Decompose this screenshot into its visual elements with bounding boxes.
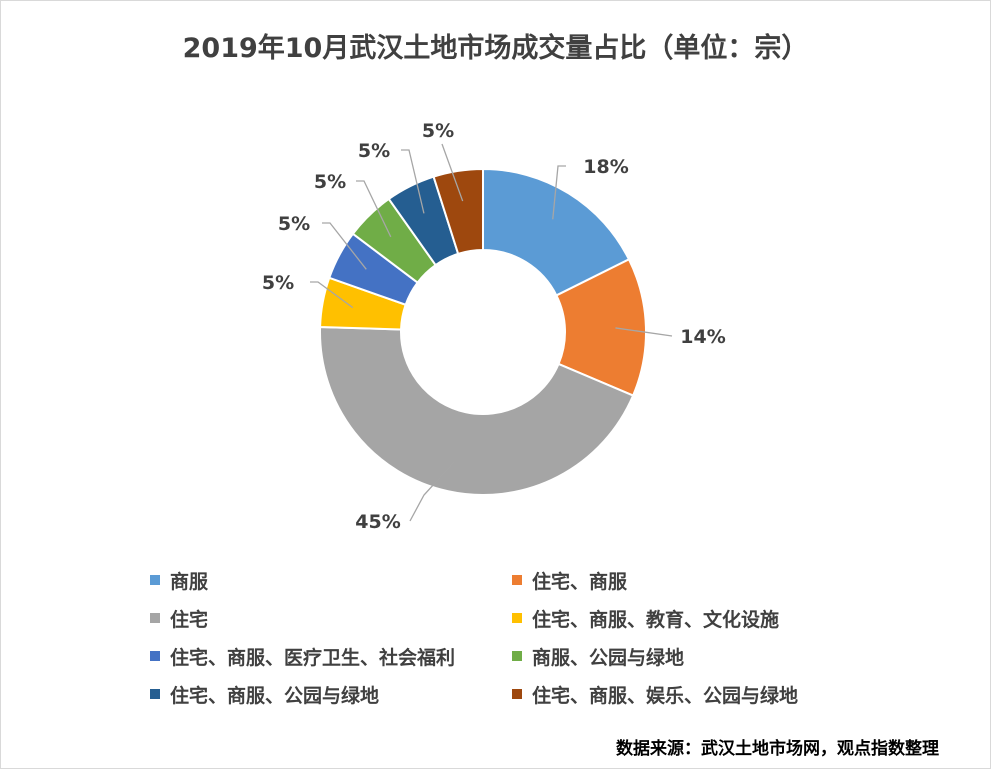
- legend-item-0: 商服: [150, 568, 512, 593]
- legend-swatch: [512, 651, 522, 661]
- legend-label: 住宅、商服、公园与绿地: [170, 684, 380, 707]
- legend-label: 住宅、商服、医疗卫生、社会福利: [170, 646, 456, 669]
- data-label: 5%: [278, 213, 310, 235]
- leader-line: [310, 281, 354, 309]
- legend-label: 住宅、商服、教育、文化设施: [532, 608, 780, 631]
- legend-swatch: [150, 575, 160, 585]
- data-label: 5%: [314, 171, 346, 193]
- data-label: 14%: [680, 326, 725, 348]
- legend-item-5: 商服、公园与绿地: [512, 644, 870, 669]
- leader-line: [441, 143, 464, 202]
- leader-line: [401, 149, 425, 214]
- legend: 商服 住宅、商服 住宅 住宅、商服、教育、文化设施 住宅、商服、医疗卫生、社会福…: [150, 568, 870, 707]
- legend-swatch: [150, 689, 160, 699]
- leader-line: [409, 460, 456, 522]
- source-note: 数据来源：武汉土地市场网，观点指数整理: [616, 739, 939, 759]
- legend-label: 商服、公园与绿地: [532, 646, 685, 669]
- legend-item-2: 住宅: [150, 606, 512, 631]
- data-label: 5%: [422, 120, 454, 142]
- leader-line: [615, 327, 673, 337]
- legend-label: 商服: [170, 570, 209, 593]
- leader-line: [356, 180, 392, 238]
- legend-item-4: 住宅、商服、医疗卫生、社会福利: [150, 644, 512, 669]
- donut-slice: [319, 325, 635, 496]
- data-label: 5%: [358, 140, 390, 162]
- legend-item-1: 住宅、商服: [512, 568, 870, 593]
- leader-line: [322, 222, 367, 270]
- chart-title: 2019年10月武汉土地市场成交量占比（单位：宗）: [182, 33, 809, 64]
- data-label: 18%: [583, 156, 628, 178]
- data-label: 45%: [355, 511, 400, 533]
- legend-swatch: [150, 613, 160, 623]
- legend-swatch: [150, 651, 160, 661]
- legend-item-3: 住宅、商服、教育、文化设施: [512, 606, 870, 631]
- legend-item-7: 住宅、商服、娱乐、公园与绿地: [512, 682, 870, 707]
- legend-label: 住宅、商服: [532, 570, 628, 593]
- legend-swatch: [512, 575, 522, 585]
- legend-swatch: [512, 689, 522, 699]
- leader-line: [552, 165, 566, 220]
- legend-label: 住宅、商服、娱乐、公园与绿地: [532, 684, 799, 707]
- legend-label: 住宅: [170, 608, 209, 631]
- legend-item-6: 住宅、商服、公园与绿地: [150, 682, 512, 707]
- data-label: 5%: [262, 272, 294, 294]
- legend-swatch: [512, 613, 522, 623]
- donut-chart: 18%14%45%5%5%5%5%5%: [262, 120, 726, 533]
- donut-slice: [432, 167, 484, 256]
